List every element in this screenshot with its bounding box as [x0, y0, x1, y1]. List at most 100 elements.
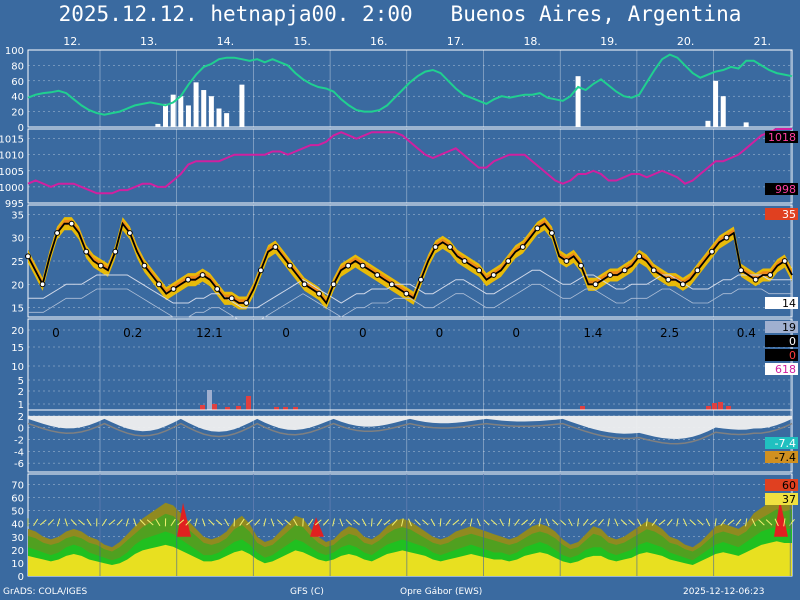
wind-arrow [86, 518, 92, 527]
precip-bar [212, 404, 217, 410]
temperature-max-label-box [765, 208, 798, 220]
temperature-max-label: 35 [782, 208, 796, 221]
wind-arrow [185, 519, 192, 526]
wind-arrow [758, 519, 765, 526]
temperature-point [650, 267, 657, 274]
wind-arrow [284, 519, 292, 526]
temperature-point [141, 262, 148, 269]
pressure-min-label-box [765, 183, 798, 195]
temperature-point [374, 272, 381, 278]
precip-bar [207, 390, 212, 410]
wind-arrow [421, 519, 429, 526]
temperature-point [709, 248, 715, 255]
wind-max-label-box [765, 479, 798, 491]
wind-arrow [551, 519, 559, 526]
temperature-point [185, 276, 191, 283]
day-label: 17. [447, 35, 465, 48]
temperature-point [563, 258, 570, 264]
precip-bar [239, 84, 245, 127]
wind-arrow [783, 518, 786, 527]
humidity-tick: 100 [5, 46, 24, 57]
wind-arrow [508, 518, 511, 527]
temperature-point [519, 244, 526, 250]
temperature-point [578, 262, 584, 269]
precip-bar [193, 82, 199, 127]
wind-arrow [201, 518, 206, 527]
temperature-point [592, 281, 599, 288]
temperature-point [781, 258, 788, 264]
wind-min-label-box [765, 493, 798, 505]
humidity-panel: 0 20 40 60 80 100 [5, 46, 793, 134]
pressure-max-label-box [765, 131, 798, 143]
wind-arrow [636, 518, 642, 527]
precip-bar [170, 94, 176, 127]
day-labels: 12. 13. 14. 15. 16. 17. 18. 19. 20. 21. [63, 35, 771, 48]
temperature-point [476, 267, 483, 274]
dewpoint-line [28, 269, 792, 309]
wind-tick: 70 [11, 480, 24, 491]
temperature-tick: 25 [11, 257, 24, 268]
temperature-point [418, 276, 424, 283]
temperature-point [403, 290, 410, 297]
wind-arrow [469, 518, 473, 527]
temperature-line [27, 221, 793, 305]
daily-precip-total: 0 [436, 326, 444, 340]
wind-min-label: 37 [782, 493, 796, 506]
precip-bar [225, 407, 230, 410]
wind-gust-peak [177, 502, 191, 537]
temperature-point [694, 267, 701, 274]
wind-arrow [745, 518, 748, 527]
temperature-point [97, 262, 104, 269]
temperature-point [54, 230, 61, 236]
wind-arrow [658, 519, 666, 526]
wind-arrow [628, 519, 635, 526]
wind-arrow [246, 519, 253, 526]
wind-arrow [538, 518, 542, 527]
precip-bar [743, 122, 749, 127]
temperature-point [156, 281, 162, 288]
wind-arrow [146, 519, 154, 526]
wind-arrow [720, 518, 727, 526]
precipitation-tick: 15 [11, 343, 24, 354]
temperature-tick: 30 [11, 234, 24, 245]
wind-arrow [194, 518, 198, 527]
wind-arrow [589, 519, 597, 526]
pressure-tick: 1000 [0, 183, 24, 194]
day-label: 20. [677, 35, 695, 48]
wind-arrow [414, 519, 421, 526]
wind-tick: 50 [11, 507, 24, 518]
wind-arrow [559, 519, 567, 526]
precipitation-side-label-box [765, 335, 798, 347]
wind-arrow [376, 518, 383, 526]
humidity-tick: 40 [11, 92, 24, 103]
pressure-min-label: 998 [775, 183, 796, 196]
wind-arrow [607, 518, 610, 527]
precipitation-side-label-box [765, 349, 798, 361]
wind-arrow [476, 518, 481, 527]
precipitation-panel-frame [27, 318, 793, 411]
temperature-panel: 15 20 25 30 35 35 14 [11, 204, 798, 323]
precip-bar [236, 406, 241, 410]
precipitation-side-label: 0 [789, 335, 796, 348]
pressure-tick: 995 [5, 199, 24, 210]
wind-arrow [598, 518, 604, 526]
temperature-point [636, 253, 643, 260]
wind-arrow [499, 518, 504, 527]
wind-arrow [568, 518, 573, 527]
temperature-tick: 20 [11, 280, 24, 291]
precipitation-side-label: 618 [775, 363, 796, 376]
wind-arrow [239, 518, 245, 526]
wind-arrow [224, 518, 230, 527]
instability-panel: 20-2-4-6 -7.4-7.4 [14, 409, 798, 473]
precip-bar [293, 407, 298, 410]
temperature-point [345, 262, 352, 269]
precip-bar [274, 407, 279, 410]
wind-arrow [727, 519, 735, 526]
wind-arrow [177, 519, 185, 526]
temperature-point [301, 281, 308, 288]
temperature-point [316, 290, 322, 297]
wind-arrow [705, 518, 711, 527]
wind-arrow [322, 519, 329, 526]
wind-arrow [276, 519, 284, 526]
wind-arrow [676, 518, 679, 527]
